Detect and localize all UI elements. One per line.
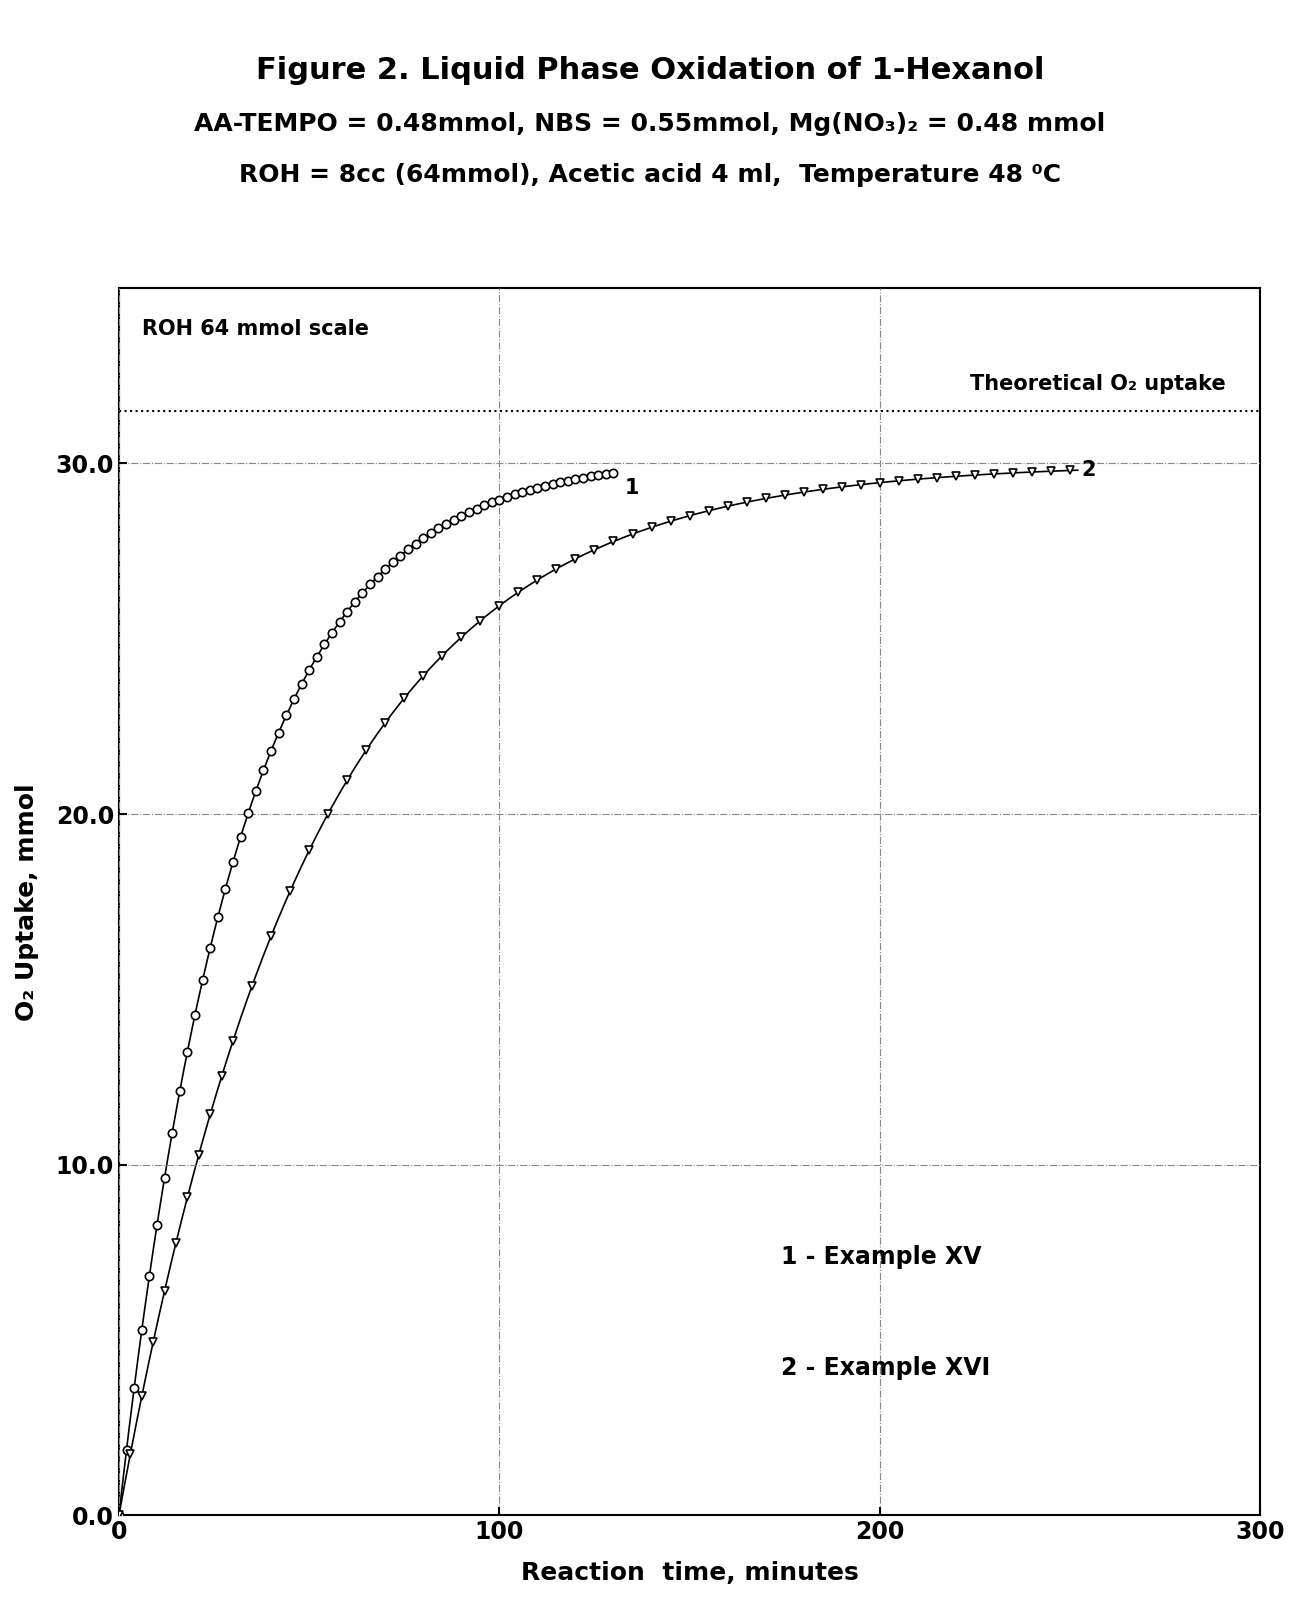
X-axis label: Reaction  time, minutes: Reaction time, minutes bbox=[521, 1562, 858, 1586]
Text: 1 - Example XV: 1 - Example XV bbox=[781, 1245, 982, 1269]
Text: ROH = 8cc (64mmol), Acetic acid 4 ml,  Temperature 48 ⁰C: ROH = 8cc (64mmol), Acetic acid 4 ml, Te… bbox=[239, 163, 1061, 187]
Text: Figure 2. Liquid Phase Oxidation of 1-Hexanol: Figure 2. Liquid Phase Oxidation of 1-He… bbox=[256, 56, 1044, 85]
Text: 1: 1 bbox=[625, 478, 640, 498]
Text: 2 - Example XVI: 2 - Example XVI bbox=[781, 1355, 991, 1379]
Y-axis label: O₂ Uptake, mmol: O₂ Uptake, mmol bbox=[16, 782, 39, 1021]
Text: ROH 64 mmol scale: ROH 64 mmol scale bbox=[142, 318, 369, 339]
Text: AA-TEMPO = 0.48mmol, NBS = 0.55mmol, Mg(NO₃)₂ = 0.48 mmol: AA-TEMPO = 0.48mmol, NBS = 0.55mmol, Mg(… bbox=[195, 112, 1105, 136]
Text: Theoretical O₂ uptake: Theoretical O₂ uptake bbox=[970, 374, 1226, 394]
Text: 2: 2 bbox=[1082, 461, 1096, 480]
